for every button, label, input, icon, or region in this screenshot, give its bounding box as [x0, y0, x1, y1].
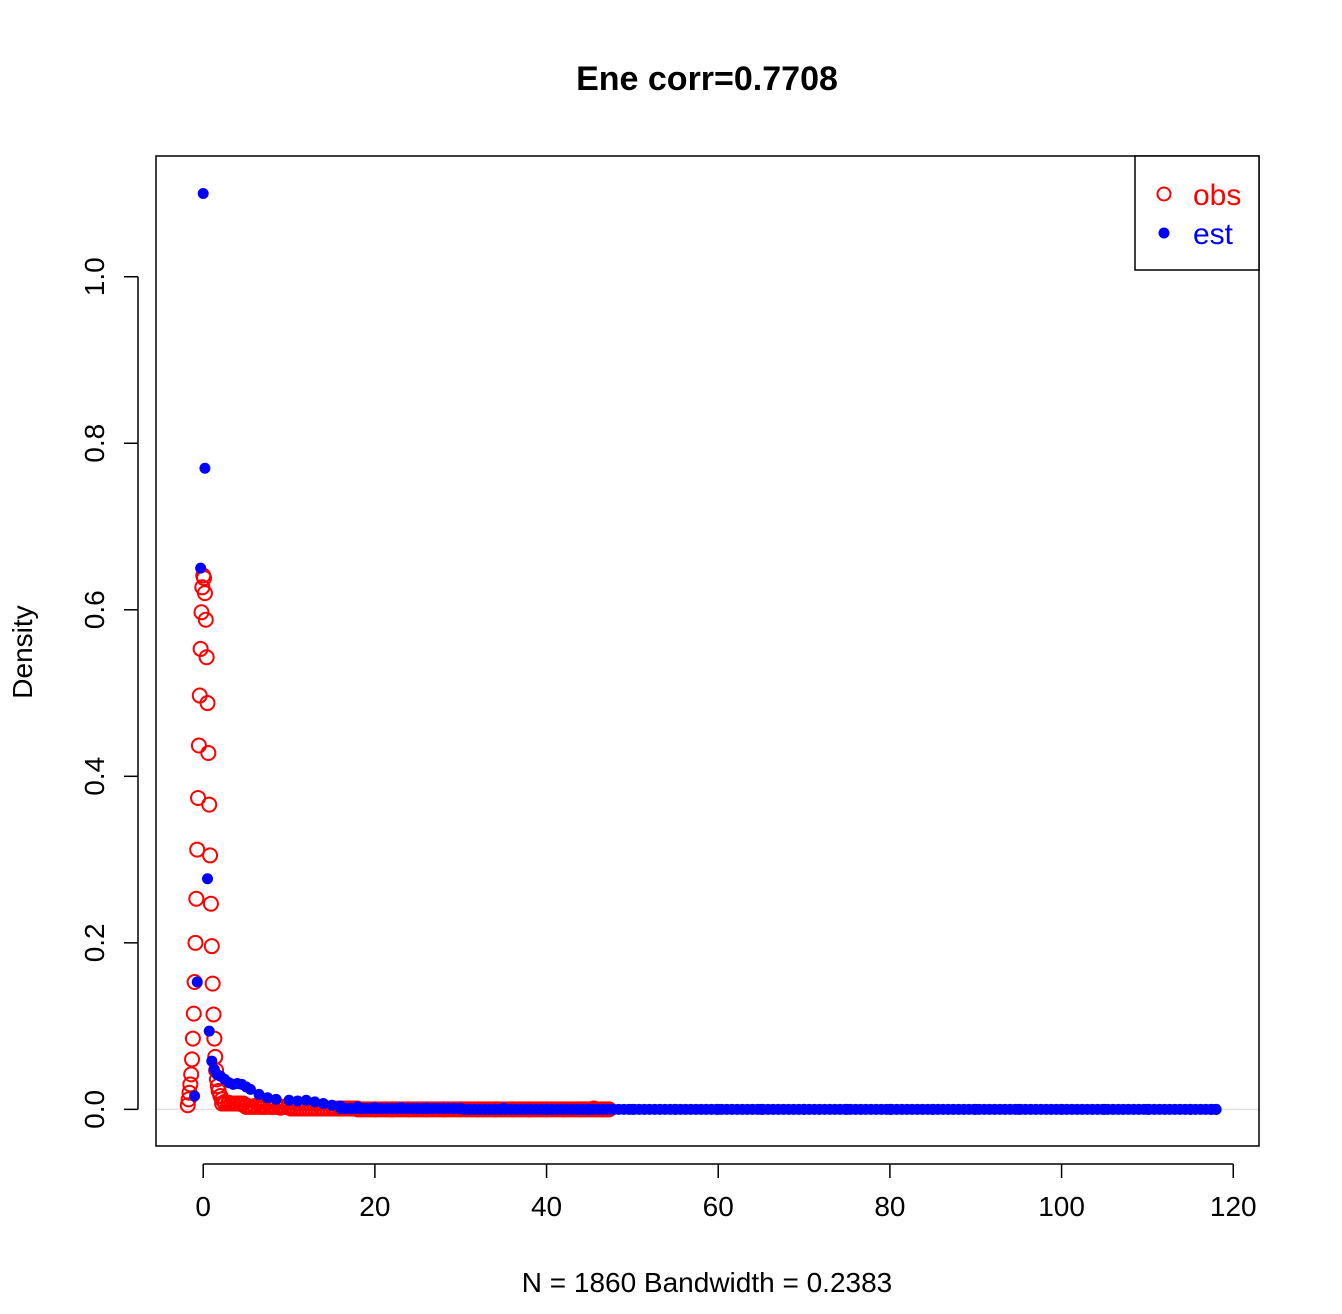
legend-obs-marker — [1156, 186, 1172, 202]
est-point — [197, 187, 209, 199]
x-tick-label: 60 — [703, 1191, 734, 1222]
est-point — [270, 1093, 282, 1105]
est-point — [283, 1094, 295, 1106]
x-tick-label: 120 — [1210, 1191, 1257, 1222]
x-tick-label: 100 — [1038, 1191, 1085, 1222]
y-axis-label: Density — [7, 605, 38, 698]
est-point — [191, 976, 203, 988]
obs-point — [202, 895, 219, 912]
obs-point — [184, 1030, 201, 1047]
x-tick-label: 40 — [531, 1191, 562, 1222]
obs-point — [204, 975, 221, 992]
est-point — [262, 1092, 274, 1104]
legend-est-marker — [1158, 227, 1170, 239]
y-tick-label: 0.6 — [79, 590, 110, 629]
est-point — [244, 1083, 256, 1095]
obs-point — [188, 890, 205, 907]
y-tick-label: 0.2 — [79, 923, 110, 962]
y-tick-label: 0.8 — [79, 424, 110, 463]
legend-obs-label: obs — [1193, 179, 1241, 212]
est-point — [195, 562, 207, 574]
x-tick-label: 0 — [195, 1191, 211, 1222]
est-point — [189, 1090, 201, 1102]
est-point — [317, 1098, 329, 1110]
plot-frame — [155, 155, 1260, 1147]
obs-point — [201, 796, 218, 813]
y-tick-label: 1.0 — [79, 257, 110, 296]
x-axis: 0 20 40 60 80 100 120 — [195, 1163, 1257, 1222]
obs-point — [184, 1051, 201, 1068]
x-tick-label: 80 — [874, 1191, 905, 1222]
est-point — [309, 1096, 321, 1108]
obs-point — [185, 1005, 202, 1022]
obs-point — [205, 1006, 222, 1023]
obs-point — [187, 934, 204, 951]
legend: obs est — [1134, 155, 1260, 271]
x-tick-label: 20 — [359, 1191, 390, 1222]
obs-point — [202, 847, 219, 864]
obs-point — [199, 695, 216, 712]
obs-point — [183, 1066, 200, 1083]
obs-point — [191, 687, 208, 704]
obs-point — [190, 737, 207, 754]
est-point — [199, 462, 211, 474]
chart-title: Ene corr=0.7708 — [576, 60, 838, 98]
est-point — [203, 1025, 215, 1037]
est-point — [202, 873, 214, 885]
est-point — [1210, 1103, 1222, 1115]
series-obs — [179, 567, 618, 1118]
obs-point — [203, 938, 220, 955]
est-point — [292, 1095, 304, 1107]
obs-point — [197, 611, 214, 628]
obs-point — [200, 744, 217, 761]
obs-point — [179, 1097, 196, 1114]
obs-point — [198, 649, 215, 666]
y-tick-label: 0.0 — [79, 1090, 110, 1129]
est-point — [253, 1088, 265, 1100]
obs-point — [196, 585, 213, 602]
est-point — [206, 1055, 218, 1067]
obs-point — [189, 841, 206, 858]
x-axis-label: N = 1860 Bandwidth = 0.2383 — [522, 1267, 893, 1298]
y-axis: 0.0 0.2 0.4 0.6 0.8 1.0 — [79, 257, 139, 1129]
legend-box — [1134, 155, 1260, 271]
y-tick-label: 0.4 — [79, 757, 110, 796]
est-point — [300, 1094, 312, 1106]
obs-point — [182, 1076, 199, 1093]
est-point — [326, 1099, 338, 1111]
series-est — [189, 187, 1222, 1115]
legend-est-label: est — [1193, 218, 1234, 251]
